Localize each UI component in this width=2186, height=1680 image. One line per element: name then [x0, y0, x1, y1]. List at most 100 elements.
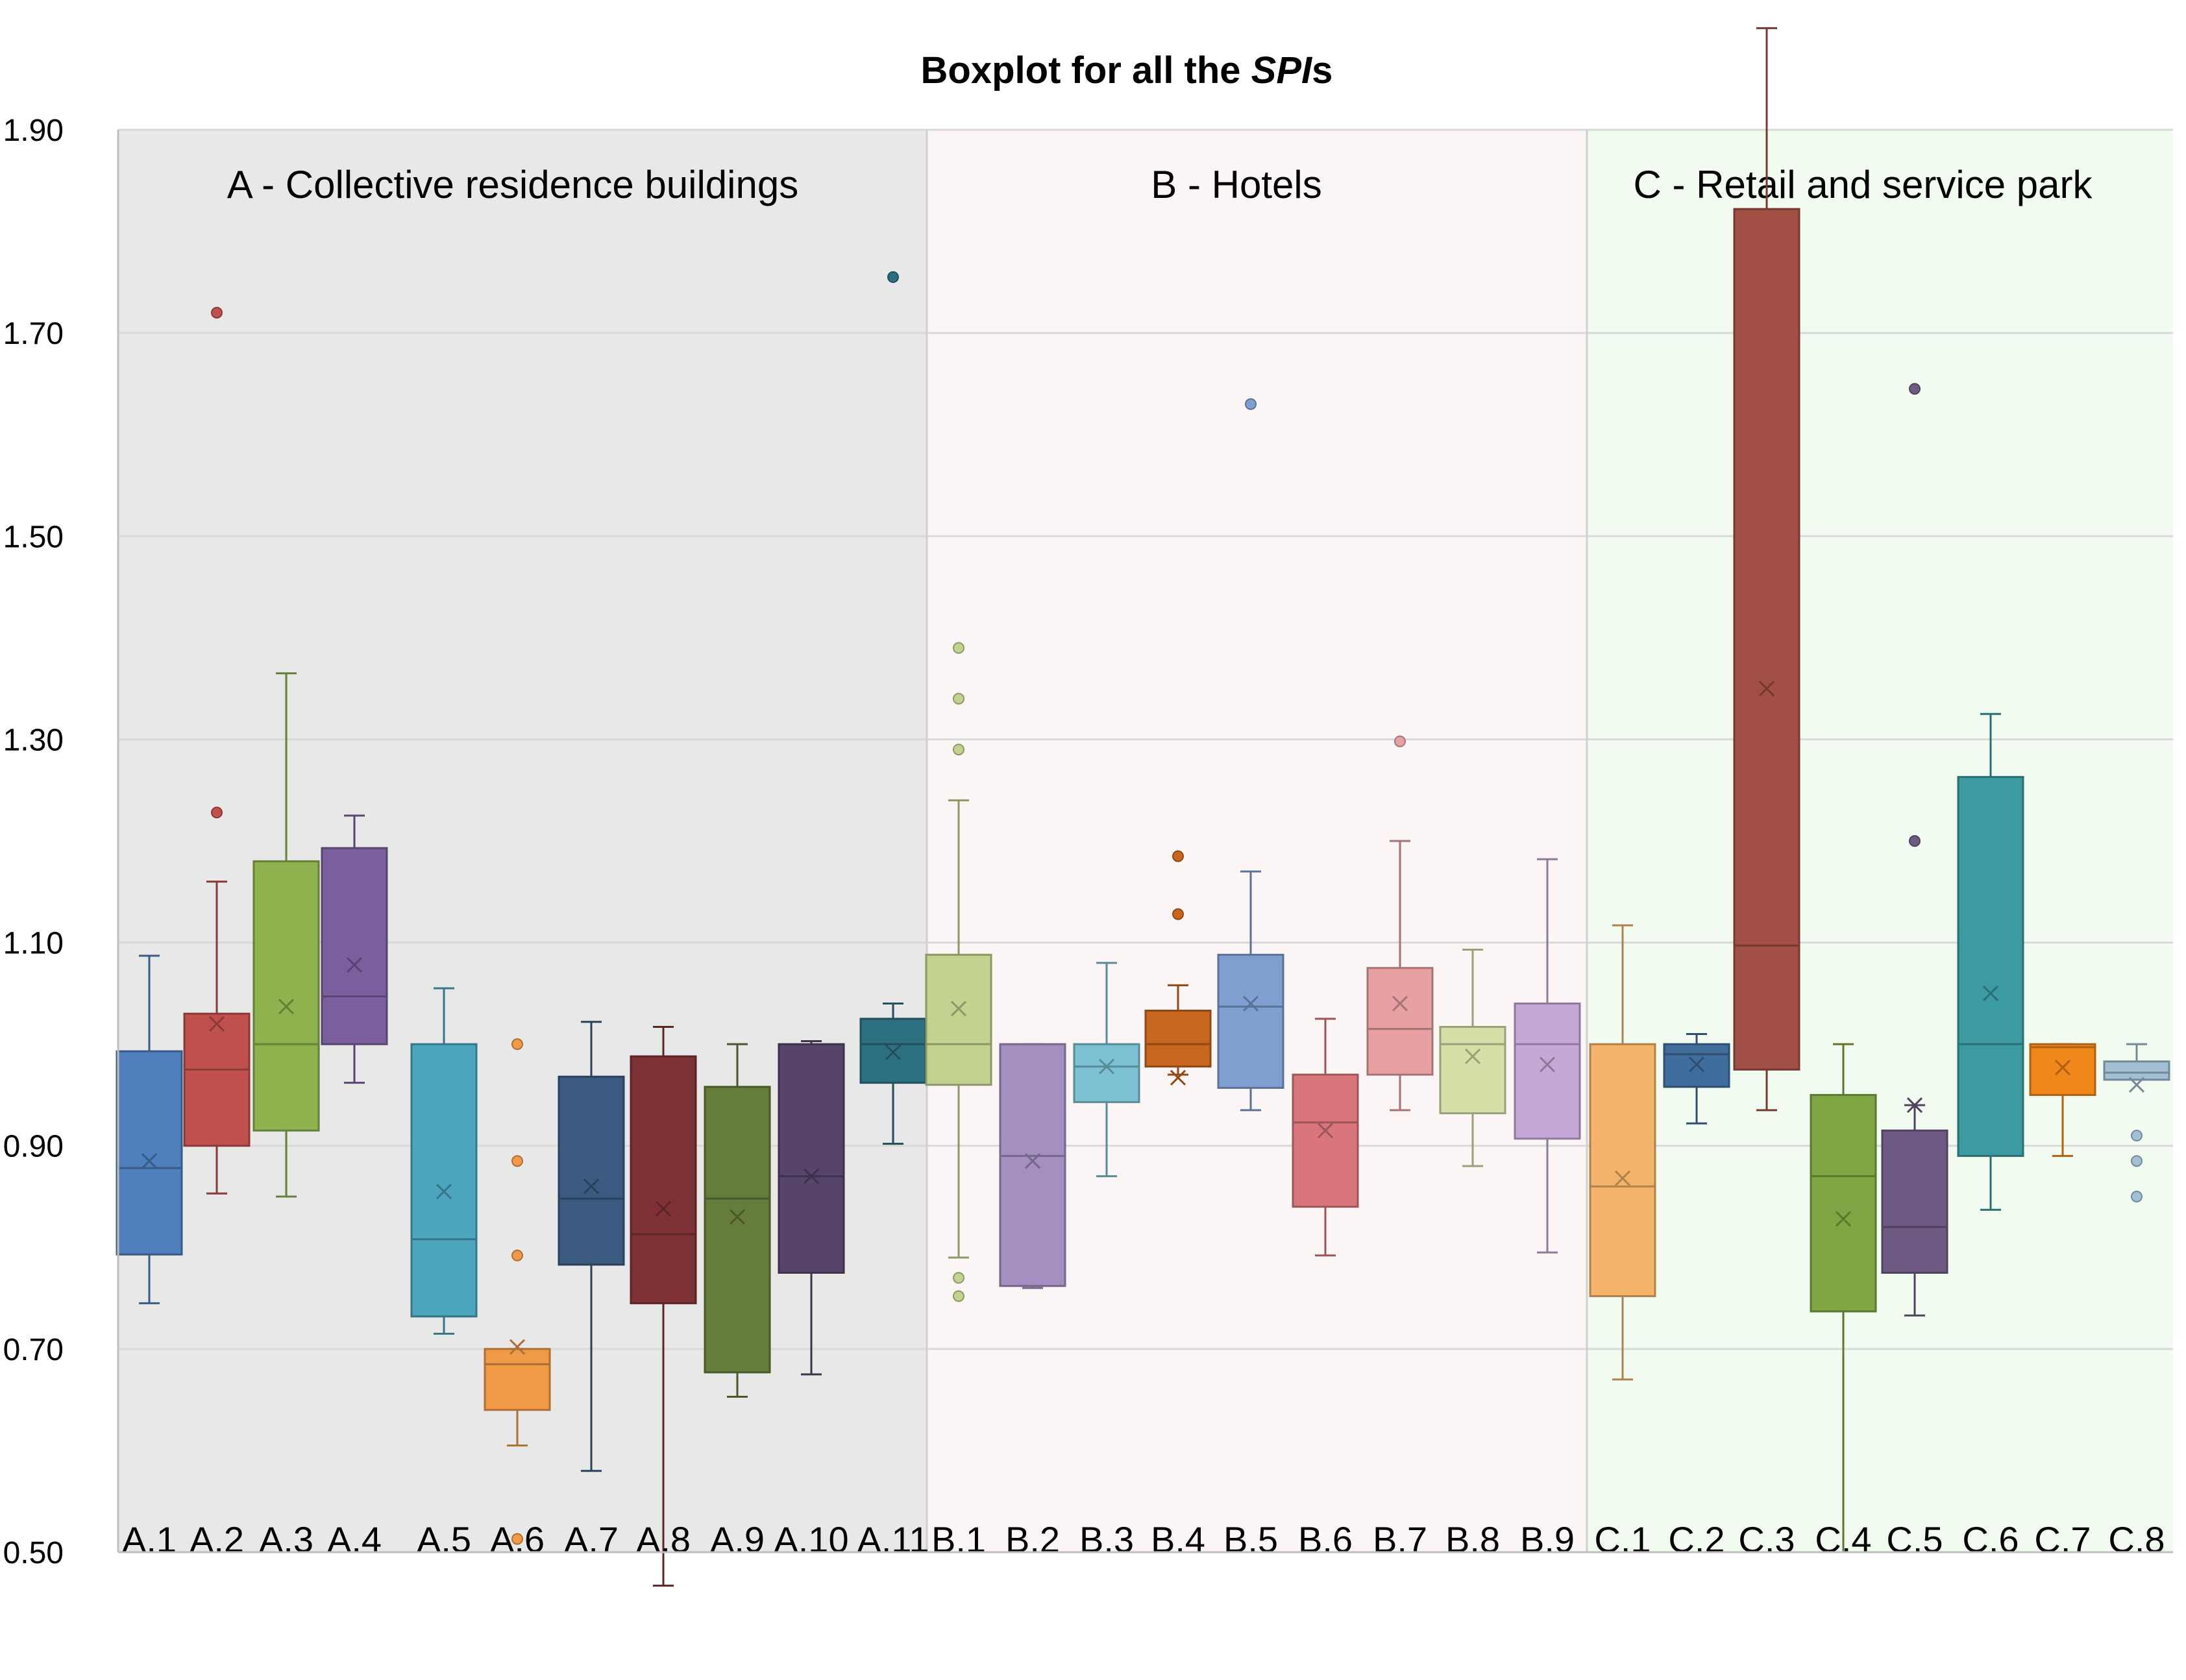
box-iqr — [630, 1055, 697, 1304]
box-iqr — [1292, 1073, 1359, 1208]
mean-marker — [1614, 1170, 1631, 1186]
category-label: A.3 — [259, 1519, 313, 1560]
outlier-point — [211, 306, 223, 319]
outlier-point — [511, 1249, 523, 1261]
mean-marker — [1392, 995, 1408, 1012]
box-iqr — [1073, 1043, 1140, 1103]
box-iqr — [704, 1086, 771, 1374]
group-labels: A - Collective residence buildings B - Ho… — [227, 163, 2093, 206]
box-series-b-3 — [1073, 962, 1140, 1178]
box-series-c-4 — [1810, 1043, 1877, 1553]
category-label: A.4 — [327, 1519, 382, 1560]
box-series-c-7 — [2029, 1043, 2096, 1157]
outlier-point — [2131, 1155, 2143, 1167]
mean-marker — [1098, 1058, 1115, 1075]
box-series-a-5 — [410, 987, 478, 1335]
category-label: C.8 — [2108, 1519, 2165, 1560]
box-iqr — [252, 860, 320, 1132]
mean-marker — [1024, 1153, 1041, 1169]
y-tick-label: 1.70 — [3, 317, 64, 351]
mean-marker — [885, 1044, 902, 1060]
mean-marker — [1906, 1097, 1923, 1114]
mean-marker — [208, 1016, 225, 1032]
y-tick-label: 1.10 — [3, 927, 64, 961]
box-series-c-8 — [2103, 1043, 2170, 1202]
outlier-point — [511, 1155, 523, 1167]
mean-marker — [2128, 1077, 2145, 1093]
outlier-point — [1909, 835, 1921, 847]
y-tick-label: 1.30 — [3, 723, 64, 757]
box-iqr — [1733, 208, 1800, 1071]
outlier-point — [1245, 398, 1257, 410]
outlier-point — [887, 271, 899, 284]
box-iqr — [1144, 1009, 1212, 1068]
box-iqr — [1439, 1026, 1506, 1115]
mean-marker — [1170, 1069, 1186, 1086]
y-tick-label: 1.50 — [3, 520, 64, 554]
box-iqr — [2103, 1060, 2170, 1081]
mean-marker — [1835, 1211, 1852, 1227]
y-tick-label: 0.70 — [3, 1333, 64, 1367]
category-label: A.6 — [490, 1519, 545, 1560]
category-label: B.1 — [931, 1519, 986, 1560]
box-iqr — [410, 1043, 478, 1318]
chart-title-emphasis: SPI — [1251, 49, 1313, 91]
box-series-a-9 — [704, 1043, 771, 1398]
outlier-point — [511, 1038, 523, 1051]
outlier-point — [2131, 1191, 2143, 1202]
box-series-b-4 — [1144, 850, 1212, 1086]
y-axis: 0.50 0.70 0.90 1.10 1.30 1.50 1.70 1.90 — [3, 114, 2173, 1570]
box-iqr — [859, 1017, 927, 1084]
mean-marker — [1758, 681, 1775, 697]
outlier-point — [1909, 383, 1921, 395]
mean-marker — [436, 1184, 452, 1200]
box-iqr — [116, 1050, 183, 1256]
mean-marker — [278, 999, 295, 1015]
mean-marker — [655, 1200, 672, 1217]
box-series-a-7 — [558, 1021, 625, 1472]
box-series-a-1 — [116, 955, 183, 1304]
category-label: A.11 — [857, 1519, 929, 1560]
box-iqr — [778, 1043, 845, 1274]
category-label: C.1 — [1594, 1519, 1651, 1560]
mean-marker — [1539, 1056, 1556, 1073]
box-iqr — [2029, 1043, 2096, 1096]
outlier-point — [953, 1272, 964, 1284]
mean-marker — [729, 1209, 746, 1225]
box-iqr — [183, 1012, 251, 1147]
box-iqr — [1810, 1093, 1877, 1313]
category-label: A.1 — [122, 1519, 177, 1560]
category-label: A.5 — [417, 1519, 471, 1560]
group-background — [927, 130, 1587, 1552]
mean-marker — [2054, 1060, 2071, 1076]
mean-marker — [583, 1178, 600, 1195]
box-iqr — [484, 1348, 551, 1411]
category-label: A.8 — [636, 1519, 691, 1560]
group-label: A - Collective residence buildings — [227, 163, 798, 206]
chart-title: Boxplot for all the SPIs — [921, 49, 1333, 91]
box-iqr — [558, 1075, 625, 1266]
category-label: B.6 — [1298, 1519, 1353, 1560]
outlier-point — [2131, 1130, 2143, 1142]
box-series-a-4 — [321, 814, 388, 1084]
box-iqr — [999, 1043, 1066, 1287]
box-series-b-9 — [1514, 858, 1581, 1254]
group-background — [118, 130, 927, 1552]
mean-marker — [1317, 1123, 1334, 1139]
group-label: C - Retail and service park — [1634, 163, 2093, 206]
category-label: A.10 — [774, 1519, 848, 1560]
box-series-c-3 — [1733, 27, 1800, 1112]
outlier-point — [1172, 908, 1184, 920]
box-series-c-6 — [1957, 712, 2024, 1211]
box-series-c-2 — [1663, 1032, 1730, 1125]
category-label: B.3 — [1079, 1519, 1134, 1560]
chart-title-suffix: s — [1312, 49, 1332, 91]
category-label: B.9 — [1520, 1519, 1575, 1560]
box-iqr — [1881, 1129, 1948, 1274]
box-series-a-8 — [630, 1026, 697, 1587]
chart-title-prefix: Boxplot for all the — [921, 49, 1251, 91]
box-iqr — [1217, 953, 1284, 1089]
mean-marker — [1242, 995, 1259, 1012]
group-background — [1587, 130, 2173, 1552]
